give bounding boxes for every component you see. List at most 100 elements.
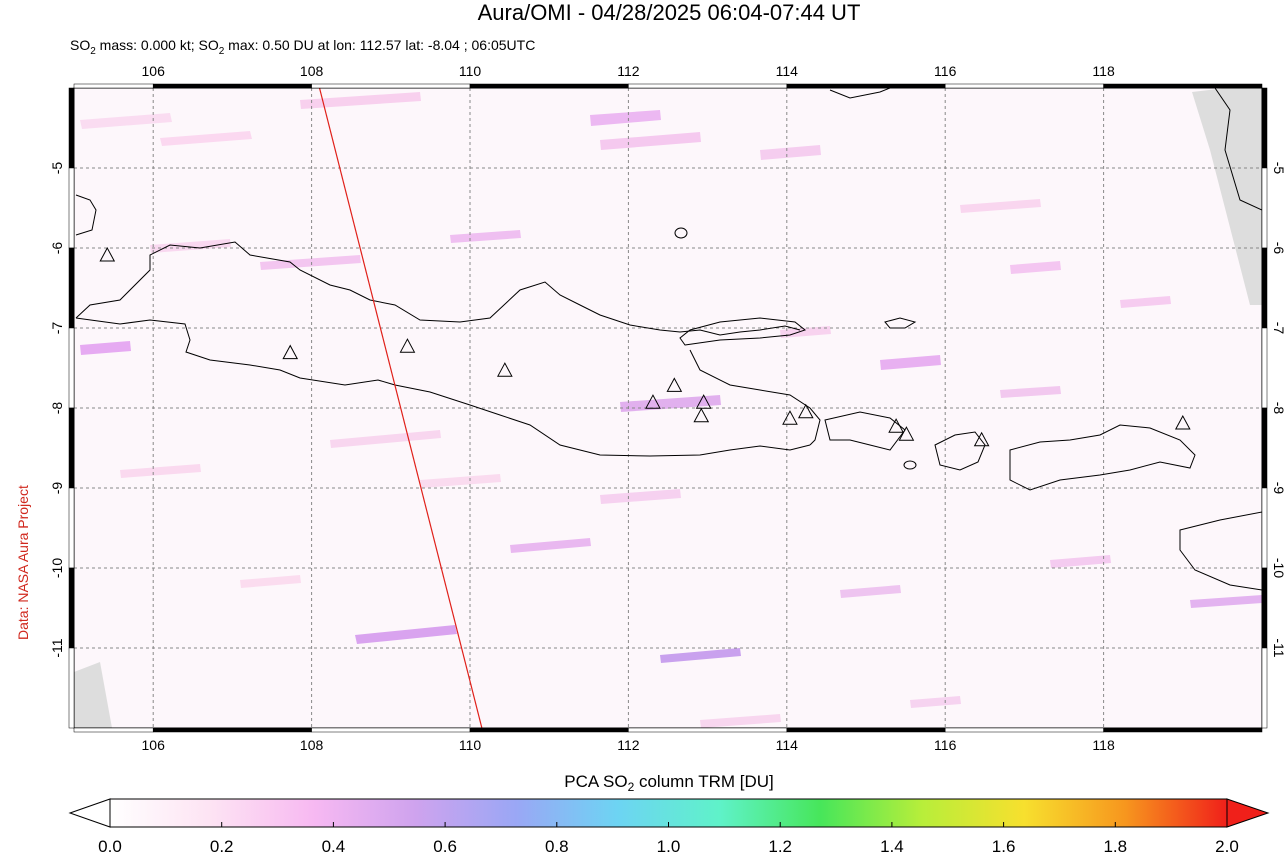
sumbawa-island [1009, 424, 1196, 491]
colorbar-ticks: 0.0 0.2 0.4 0.6 0.8 1.0 1.2 1.4 1.6 1.8 2.0 [98, 822, 1239, 855]
left-border-segment [68, 407, 75, 489]
sumba-island [1179, 511, 1262, 591]
volcano-icon [898, 426, 915, 441]
colorbar-tick-label: 1.4 [880, 837, 904, 855]
left-border-segment [68, 567, 75, 649]
volcano-icon [666, 377, 683, 392]
lon-tick-label: 112 [617, 63, 640, 79]
volcano-icon [399, 338, 416, 353]
volcano-markers [99, 246, 1191, 447]
map-border-bars [68, 83, 1268, 733]
colorbar-tick-label: 1.2 [768, 837, 792, 855]
lon-tick-label: 110 [459, 63, 482, 79]
volcano-icon [695, 394, 712, 409]
lombok-island [934, 431, 986, 471]
lat-tick-label: -6 [1271, 242, 1287, 255]
colorbar-tick-label: 0.6 [433, 837, 457, 855]
colorbar-tick-label: 0.4 [322, 837, 346, 855]
right-border-segment [1261, 567, 1268, 649]
graticule [74, 88, 1262, 728]
top-border-segment [786, 83, 946, 89]
colorbar-tick-label: 0.0 [98, 837, 122, 855]
left-border-segment [68, 247, 75, 329]
lon-tick-label: 118 [1092, 63, 1115, 79]
so2-retrieval-pixels [74, 88, 1262, 728]
right-border-segment [1261, 407, 1268, 489]
right-border-segment [1261, 167, 1268, 249]
bottom-border-segment [1103, 727, 1263, 733]
lon-tick-label: 114 [776, 737, 799, 753]
right-border-segment [1261, 87, 1268, 169]
left-border-segment [68, 87, 75, 169]
lon-tick-label: 108 [300, 737, 324, 753]
left-border-segment [68, 647, 75, 729]
map-title: Aura/OMI - 04/28/2025 06:04-07:44 UT [478, 0, 861, 25]
volcano-icon [782, 410, 798, 425]
right-border-segment [1261, 487, 1268, 569]
map-plot-area [68, 83, 1268, 733]
lat-tick-label: -9 [49, 482, 65, 495]
lon-tick-label: 114 [776, 63, 799, 79]
bottom-border-segment [311, 727, 471, 733]
bottom-border-segment [786, 727, 946, 733]
lat-tick-label: -10 [1271, 558, 1287, 578]
top-border-segment [944, 83, 1104, 89]
colorbar-tick-label: 0.2 [210, 837, 234, 855]
colorbar-tick-label: 1.8 [1103, 837, 1127, 855]
colorbar-max-arrow [1226, 798, 1270, 828]
left-lat-ticks: -5 -6 -7 -8 -9 -10 -11 [49, 162, 65, 658]
volcano-icon [497, 362, 513, 377]
right-border-segment [1261, 247, 1268, 329]
colorbar-min-arrow [68, 798, 111, 828]
lat-tick-label: -10 [49, 558, 65, 578]
lon-tick-label: 116 [934, 63, 957, 79]
madura-island [679, 317, 807, 346]
lat-tick-label: -5 [49, 162, 65, 175]
top-border-segment [152, 83, 312, 89]
bali-island [824, 411, 906, 451]
bottom-border-segment [73, 727, 154, 733]
lon-tick-label: 106 [142, 737, 166, 753]
top-border-segment [1103, 83, 1263, 89]
top-border-segment [73, 83, 154, 89]
colorbar-tick-label: 1.6 [992, 837, 1016, 855]
top-lon-ticks: 106 108 110 112 114 116 118 [142, 63, 1115, 79]
left-border-segment [68, 327, 75, 409]
java-north-coast [75, 241, 801, 336]
lon-tick-label: 116 [934, 737, 957, 753]
sulawesi-coast [1214, 88, 1262, 211]
top-border-segment [628, 83, 788, 89]
sumatra-tip [75, 194, 97, 236]
bottom-border-segment [152, 727, 312, 733]
east-java-coast [689, 349, 821, 446]
bottom-border-segment [944, 727, 1104, 733]
bottom-border-segment [628, 727, 788, 733]
top-border-segment [311, 83, 471, 89]
map-subtitle: SO2 mass: 0.000 kt; SO2 max: 0.50 DU at … [70, 37, 535, 57]
bottom-lon-ticks: 106 108 110 112 114 116 118 [142, 737, 1115, 753]
lat-tick-label: -9 [1271, 482, 1287, 495]
bawean-island [674, 227, 688, 239]
volcano-icon [282, 344, 299, 360]
kangean-island [884, 317, 917, 329]
lat-tick-label: -5 [1271, 162, 1287, 175]
lon-tick-label: 108 [300, 63, 324, 79]
swath-edge-line [318, 88, 483, 728]
lat-tick-label: -8 [49, 402, 65, 415]
top-border-segment [469, 83, 629, 89]
left-border-segment [68, 487, 75, 569]
lon-tick-label: 118 [1092, 737, 1115, 753]
colorbar-label: PCA SO2 column TRM [DU] [564, 772, 774, 794]
kalimantan-coast [829, 88, 891, 99]
lat-tick-label: -11 [1271, 638, 1287, 657]
volcano-icon [693, 407, 710, 423]
lon-tick-label: 110 [459, 737, 482, 753]
colorbar-tick-label: 1.0 [657, 837, 681, 855]
lat-tick-label: -11 [49, 638, 65, 657]
right-border-segment [1261, 647, 1268, 729]
nusa-penida-island [903, 460, 917, 470]
volcano-icon [99, 246, 116, 262]
volcano-icon [645, 394, 661, 409]
volcano-icon [1174, 414, 1191, 430]
